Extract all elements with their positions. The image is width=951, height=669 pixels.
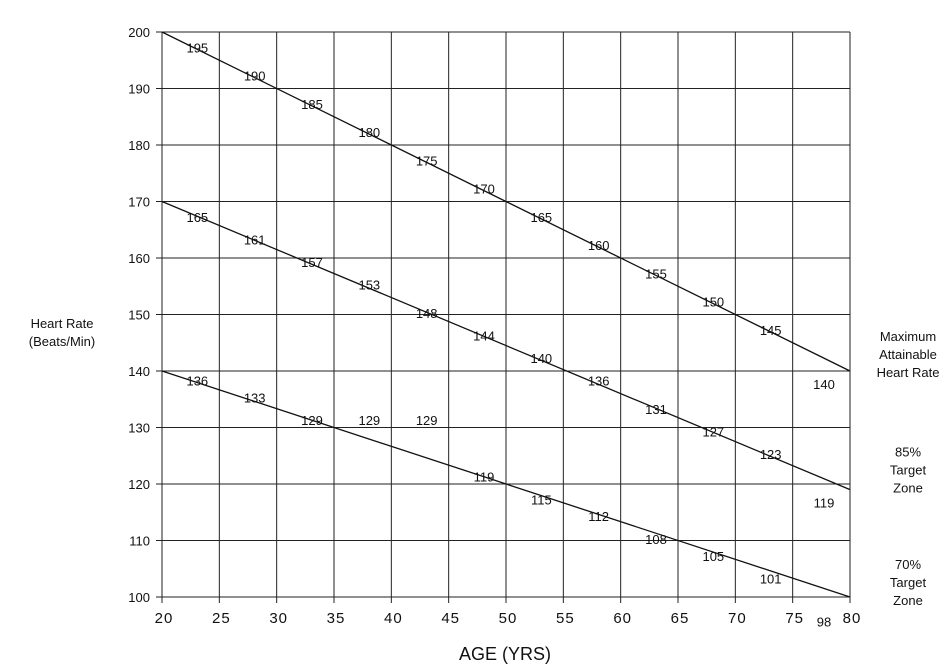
grid (156, 31, 851, 603)
data-label-s1-30: 190 (244, 69, 266, 84)
data-label-s3-80: 98 (817, 614, 831, 629)
data-label-s1-35: 185 (301, 97, 323, 112)
data-label-s1-70: 150 (702, 295, 724, 310)
data-label-s2-25: 165 (186, 210, 208, 225)
data-label-s2-80: 119 (814, 496, 835, 511)
data-label-s2-75: 123 (760, 447, 782, 462)
x-tick-label-25: 25 (212, 610, 231, 627)
x-tick-label-35: 35 (327, 610, 346, 627)
data-label-s2-35: 157 (301, 255, 323, 270)
y-tick-label-190: 190 (128, 82, 150, 97)
data-label-s1-45: 175 (416, 153, 438, 168)
data-label-s1-50: 170 (473, 182, 495, 197)
data-label-s3-40: 129 (358, 413, 380, 428)
x-tick-label-30: 30 (269, 610, 288, 627)
series-label-3-line-2: Target (890, 575, 927, 590)
data-label-s1-65: 155 (645, 266, 667, 281)
data-label-s1-80: 140 (813, 377, 835, 392)
x-tick-label-80: 80 (843, 610, 862, 627)
data-label-s3-50: 119 (474, 470, 495, 485)
series-labels: Maximum Attainable Heart Rate 85% Target Zone… (877, 329, 940, 608)
x-tick-label-65: 65 (671, 610, 690, 627)
y-tick-label-150: 150 (128, 308, 150, 323)
data-label-s2-30: 161 (244, 232, 266, 247)
y-tick-label-170: 170 (128, 195, 150, 210)
x-tick-label-40: 40 (384, 610, 403, 627)
series-label-3-line-1: 70% (895, 557, 921, 572)
data-label-s3-55: 115 (531, 492, 552, 507)
y-tick-label-140: 140 (128, 364, 150, 379)
x-axis-ticks: 20 25 30 35 40 45 50 55 60 65 70 75 80 (155, 610, 862, 627)
y-axis-ticks: 100 110 120 130 140 150 160 170 180 190 200 (128, 25, 150, 605)
x-tick-label-50: 50 (499, 610, 518, 627)
data-label-s3-45: 129 (416, 413, 438, 428)
data-label-s1-25: 195 (186, 40, 208, 55)
y-tick-label-100: 100 (128, 590, 150, 605)
series-label-2-line-2: Target (890, 463, 927, 478)
series-label-1-line-3: Heart Rate (877, 365, 940, 380)
x-tick-label-75: 75 (785, 610, 804, 627)
data-label-s2-55: 140 (530, 351, 552, 366)
x-tick-label-45: 45 (441, 610, 460, 627)
data-label-s2-70: 127 (702, 424, 724, 439)
data-label-s2-50: 144 (473, 328, 495, 343)
y-tick-label-180: 180 (128, 138, 150, 153)
series-line-3 (161, 370, 851, 598)
series-line-1 (161, 31, 851, 372)
data-label-s3-35: 129 (301, 413, 323, 428)
data-label-s2-65: 131 (645, 402, 667, 417)
x-tick-label-20: 20 (155, 610, 174, 627)
y-tick-label-160: 160 (128, 251, 150, 266)
data-label-s3-25: 136 (186, 374, 208, 389)
x-axis-label: AGE (YRS) (459, 644, 551, 664)
y-tick-label-200: 200 (128, 25, 150, 40)
series-label-3-line-3: Zone (893, 593, 923, 608)
data-label-s1-55: 165 (530, 210, 552, 225)
y-tick-label-130: 130 (128, 421, 150, 436)
data-label-s1-75: 145 (760, 323, 782, 338)
data-labels: 195 190 185 180 175 170 165 160 155 150 145 140 165 1… (186, 40, 834, 629)
data-label-s2-60: 136 (588, 374, 610, 389)
y-axis-label-line-2: (Beats/Min) (29, 334, 95, 349)
x-tick-label-55: 55 (556, 610, 575, 627)
x-tick-label-60: 60 (613, 610, 632, 627)
series-lines (161, 31, 851, 598)
series-label-1-line-2: Attainable (879, 347, 937, 362)
data-label-s3-65: 108 (645, 532, 667, 547)
data-label-s2-40: 153 (358, 278, 380, 293)
data-label-s1-60: 160 (588, 238, 610, 253)
series-label-2-line-1: 85% (895, 445, 921, 460)
y-axis-label-line-1: Heart Rate (31, 316, 94, 331)
series-label-2-line-3: Zone (893, 481, 923, 496)
data-label-s3-60: 112 (588, 509, 609, 524)
series-line-2 (161, 200, 851, 491)
series-label-1-line-1: Maximum (880, 329, 936, 344)
data-label-s3-30: 133 (244, 391, 266, 406)
y-tick-label-110: 110 (129, 534, 150, 549)
data-label-s2-45: 148 (416, 306, 438, 321)
data-label-s1-40: 180 (358, 125, 380, 140)
data-label-s3-75: 101 (760, 571, 782, 586)
data-label-s3-70: 105 (702, 549, 724, 564)
x-tick-label-70: 70 (728, 610, 747, 627)
y-tick-label-120: 120 (128, 477, 150, 492)
